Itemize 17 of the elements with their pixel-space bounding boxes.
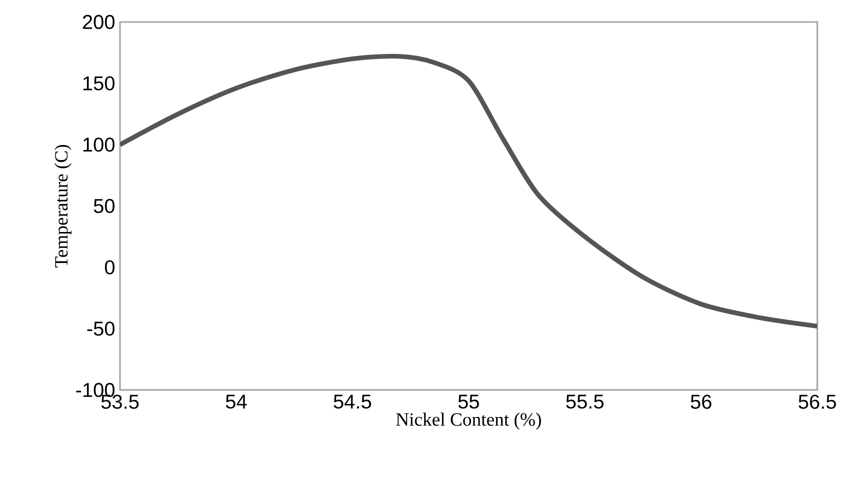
x-tick-label: 55.5 <box>566 394 604 409</box>
y-tick-label: 50 <box>94 198 114 214</box>
y-tick-label: 150 <box>83 76 114 90</box>
line-series <box>120 54 818 329</box>
y-axis-title: Temperature (C) <box>54 145 72 268</box>
x-tick-label: 54.5 <box>334 394 372 409</box>
x-tick-label: 56 <box>690 394 712 409</box>
y-tick-label: 100 <box>83 138 114 152</box>
x-axis-title: Nickel Content (%) <box>396 412 541 430</box>
x-tick-label: 56.5 <box>798 394 836 409</box>
y-tick-label: 200 <box>82 14 114 30</box>
y-tick-label: -100 <box>76 382 114 398</box>
x-tick-label: 53.5 <box>101 394 139 409</box>
y-tick-label: -50 <box>87 322 114 336</box>
y-tick-label: 0 <box>104 260 115 274</box>
x-tick-label: 54 <box>226 394 247 409</box>
x-tick-label: 55 <box>458 394 479 409</box>
